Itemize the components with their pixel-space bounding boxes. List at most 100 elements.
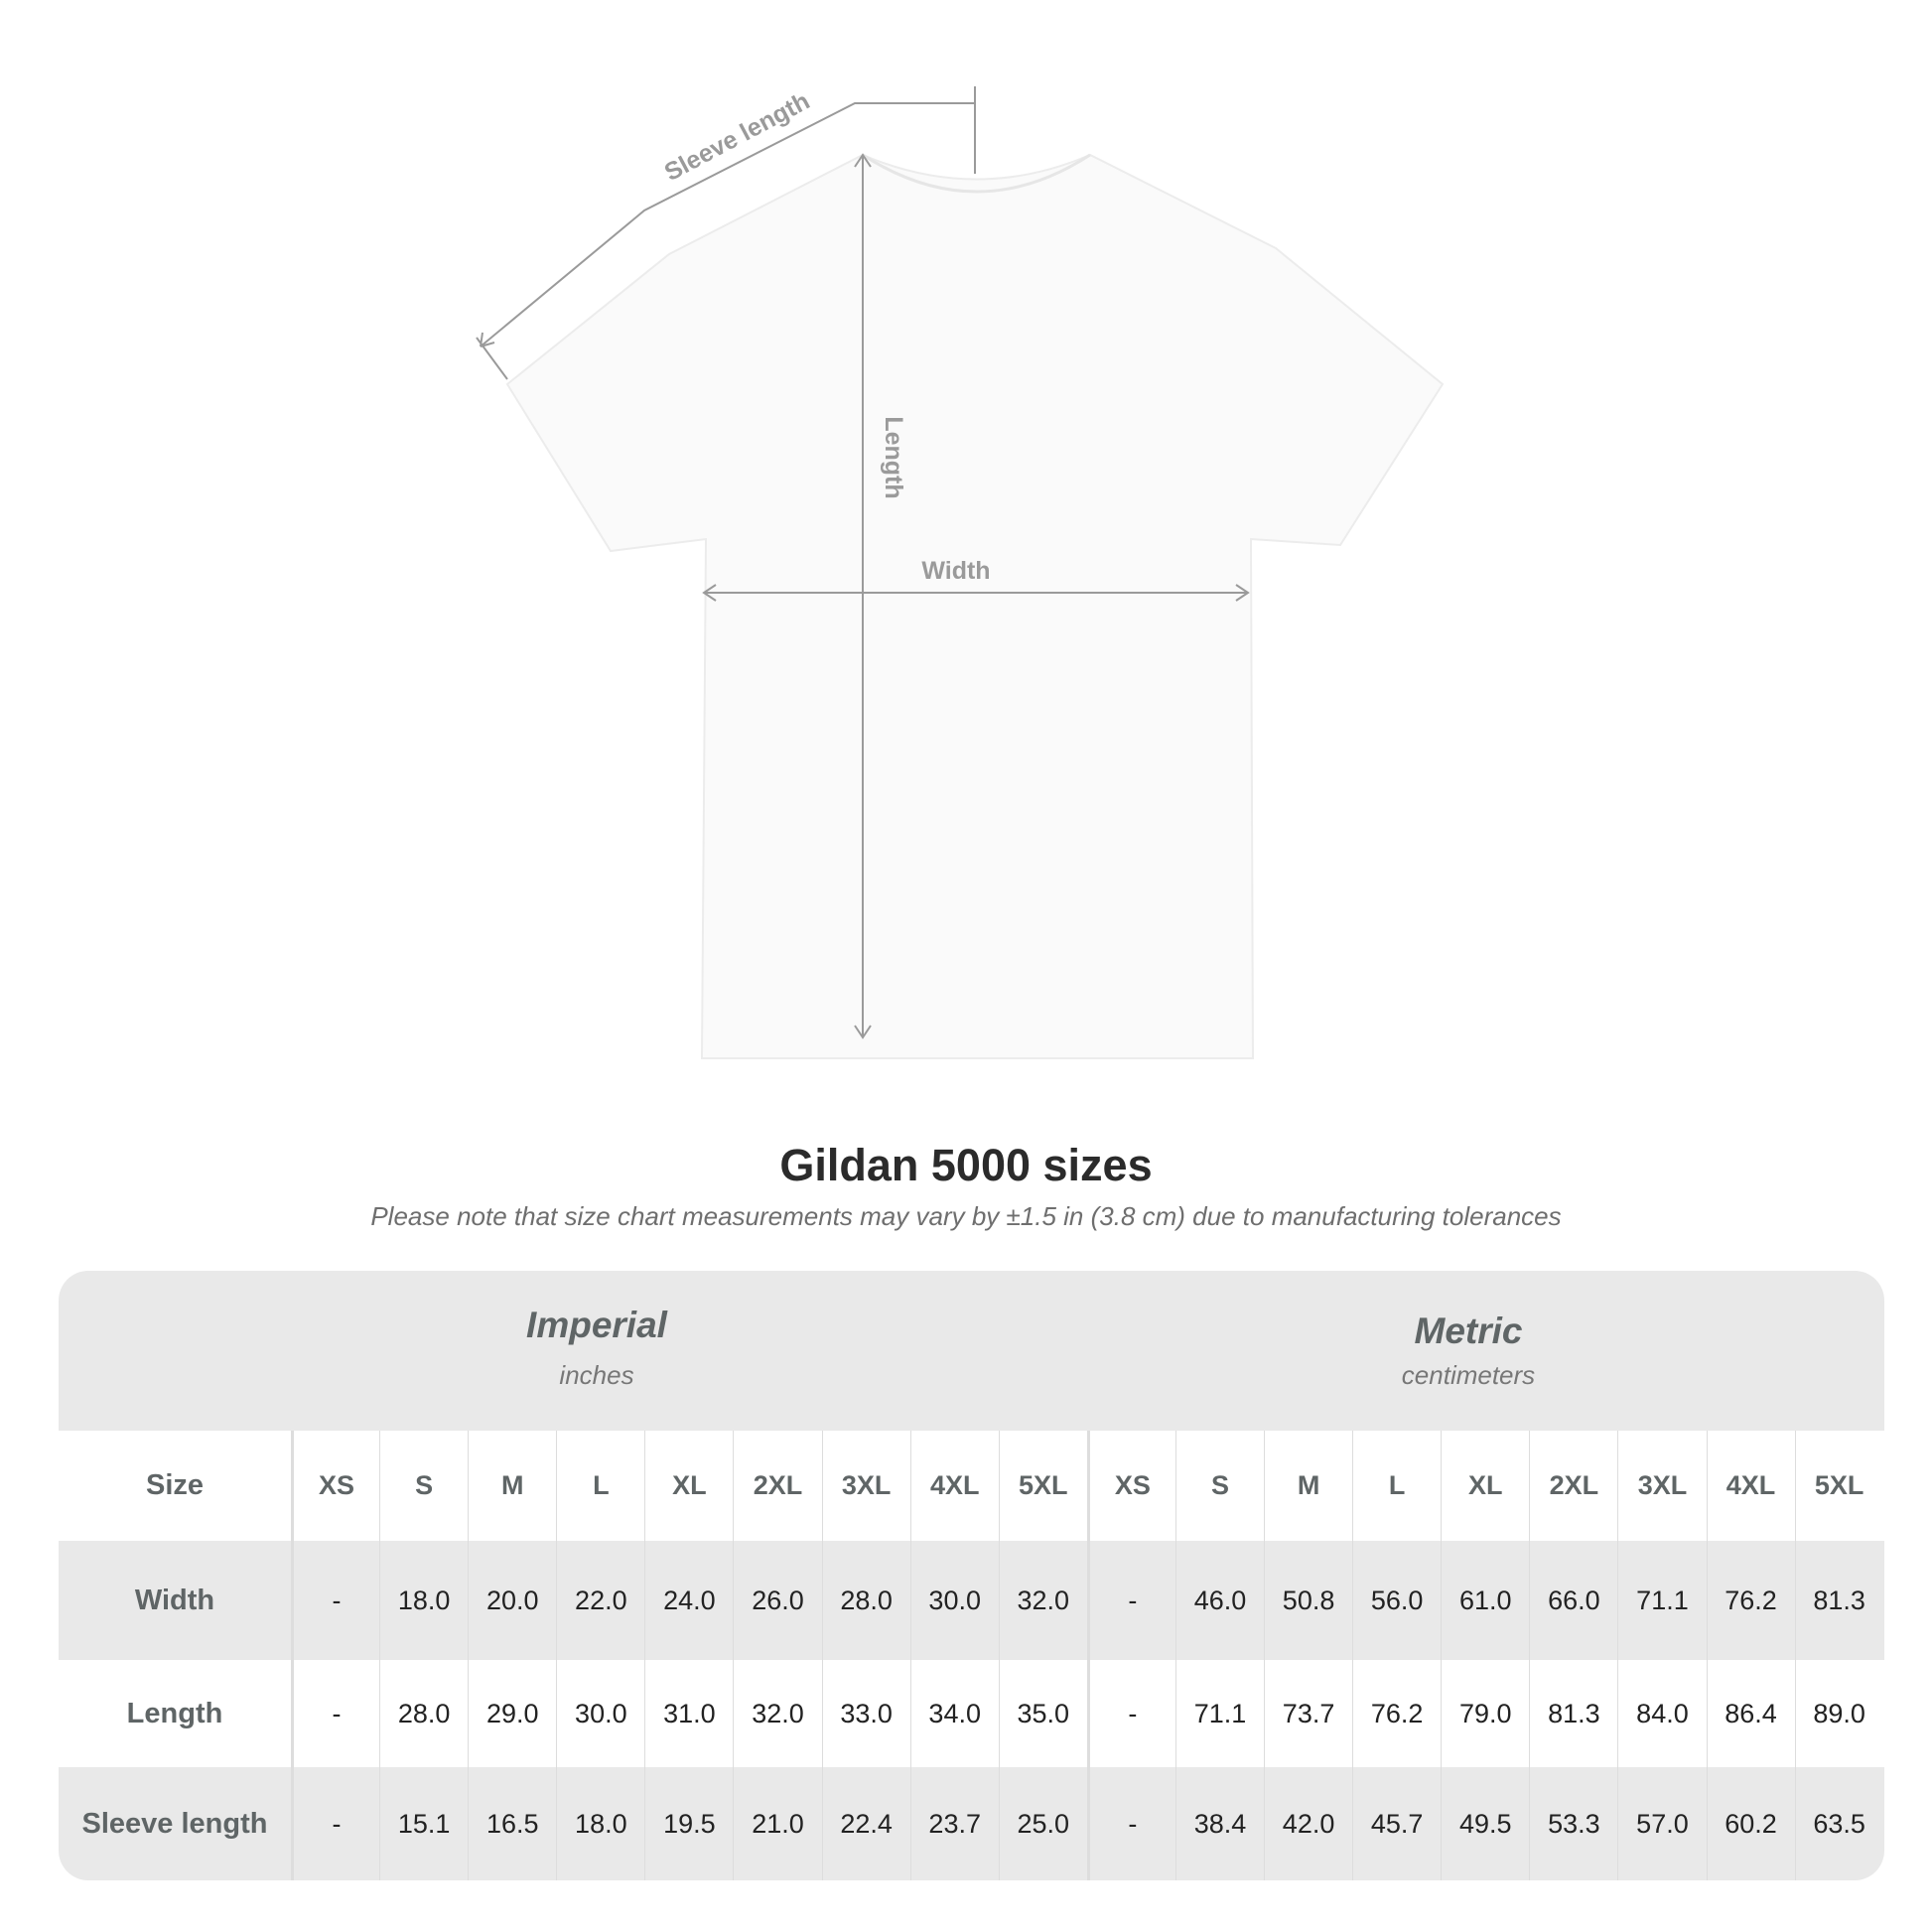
- value-cell: 21.0: [733, 1767, 821, 1880]
- value-cell: 15.1: [379, 1767, 468, 1880]
- table-row-sleeve-length: Sleeve length -15.1 16.5 18.0 19.5 21.0 22.4 23…: [59, 1767, 1884, 1880]
- value-cell: -: [1086, 1660, 1175, 1767]
- value-cell: 18.0: [379, 1541, 468, 1660]
- row-label: Size: [145, 1469, 205, 1501]
- value-cell: 56.0: [1352, 1541, 1441, 1660]
- value-cell: 33.0: [821, 1660, 910, 1767]
- value-cell: 45.7: [1352, 1767, 1441, 1880]
- value-cell: 22.4: [821, 1767, 910, 1880]
- value-cell: 81.3: [1529, 1660, 1617, 1767]
- tshirt-shape: [505, 153, 1445, 1059]
- size-header-row: Size XS S M L XL 2XL 3XL 4XL 5XL XS S M L XL 2XL 3XL 4XL 5…: [59, 1431, 1884, 1541]
- value-cell: 71.1: [1174, 1660, 1264, 1767]
- size-header-cell: 2XL: [1529, 1431, 1617, 1541]
- value-cell: 28.0: [821, 1541, 910, 1660]
- length-label: Length: [880, 416, 907, 498]
- value-cell: 30.0: [556, 1660, 644, 1767]
- row-label: Sleeve length: [81, 1807, 268, 1840]
- value-cell: 53.3: [1529, 1767, 1617, 1880]
- value-cell: 66.0: [1529, 1541, 1617, 1660]
- value-cell: 71.1: [1617, 1541, 1706, 1660]
- value-cell: 79.0: [1441, 1660, 1529, 1767]
- value-cell: 63.5: [1794, 1767, 1883, 1880]
- value-cell: 81.3: [1794, 1541, 1883, 1660]
- value-cell: 30.0: [909, 1541, 999, 1660]
- size-header-cell: S: [1174, 1431, 1264, 1541]
- value-cell: 20.0: [468, 1541, 556, 1660]
- row-label: Width: [134, 1584, 215, 1616]
- size-header-cell: L: [556, 1431, 644, 1541]
- value-cell: 50.8: [1264, 1541, 1352, 1660]
- sleeve-length-label: Sleeve length: [660, 87, 814, 187]
- value-cell: 29.0: [468, 1660, 556, 1767]
- value-cell: 84.0: [1617, 1660, 1706, 1767]
- value-cell: 19.5: [644, 1767, 733, 1880]
- value-cell: 24.0: [644, 1541, 733, 1660]
- width-arrowheads: [702, 584, 1250, 602]
- size-header-cell: M: [468, 1431, 556, 1541]
- size-table: Imperial inches Metric centimeters Size X…: [59, 1271, 1884, 1880]
- value-cell: 89.0: [1794, 1660, 1883, 1767]
- value-cell: 46.0: [1174, 1541, 1264, 1660]
- value-cell: -: [1086, 1767, 1175, 1880]
- size-header-cell: 2XL: [733, 1431, 821, 1541]
- row-label: Length: [126, 1697, 223, 1729]
- size-header-cell: M: [1264, 1431, 1352, 1541]
- value-cell: -: [291, 1767, 379, 1880]
- value-cell: 57.0: [1617, 1767, 1706, 1880]
- value-cell: -: [291, 1541, 379, 1660]
- value-cell: 34.0: [909, 1660, 999, 1767]
- tolerance-note: Please note that size chart measurements…: [370, 1201, 1562, 1231]
- size-header-cell: L: [1352, 1431, 1441, 1541]
- length-arrowheads: [854, 153, 872, 1039]
- metric-unit: centimeters: [1401, 1360, 1536, 1390]
- size-header-cell: 5XL: [998, 1431, 1087, 1541]
- imperial-title: Imperial: [526, 1305, 667, 1345]
- imperial-header: Imperial inches: [398, 1305, 795, 1391]
- size-header-cell: 3XL: [821, 1431, 910, 1541]
- sleeve-line: [480, 102, 975, 347]
- value-cell: 35.0: [998, 1660, 1087, 1767]
- value-cell: 86.4: [1706, 1660, 1795, 1767]
- unit-header: Imperial inches Metric centimeters: [59, 1271, 1884, 1431]
- value-cell: 26.0: [733, 1541, 821, 1660]
- size-header-cell: XS: [1086, 1431, 1175, 1541]
- value-cell: 32.0: [998, 1541, 1087, 1660]
- metric-title: Metric: [1414, 1311, 1523, 1351]
- size-header-cell: S: [379, 1431, 468, 1541]
- value-cell: 23.7: [909, 1767, 999, 1880]
- value-cell: 76.2: [1352, 1660, 1441, 1767]
- width-label: Width: [921, 557, 990, 585]
- page-title: Gildan 5000 sizes: [779, 1140, 1153, 1190]
- value-cell: 73.7: [1264, 1660, 1352, 1767]
- value-cell: 76.2: [1706, 1541, 1795, 1660]
- tshirt-diagram: Sleeve length Length Width: [476, 86, 1445, 1059]
- sleeve-ticks: [476, 86, 976, 380]
- value-cell: 18.0: [556, 1767, 644, 1880]
- imperial-unit: inches: [559, 1360, 634, 1390]
- table-row-width: Width -18.0 20.0 22.0 24.0 26.0 28.0 30.0 32.0-4…: [59, 1541, 1884, 1660]
- value-cell: 61.0: [1441, 1541, 1529, 1660]
- value-cell: 25.0: [998, 1767, 1087, 1880]
- table-row-length: Length -28.0 29.0 30.0 31.0 32.0 33.0 34.0 35.0-…: [59, 1660, 1884, 1767]
- size-header-cell: 4XL: [1706, 1431, 1795, 1541]
- collar: [862, 153, 1091, 194]
- value-cell: 38.4: [1174, 1767, 1264, 1880]
- value-cell: 31.0: [644, 1660, 733, 1767]
- size-header-cell: XS: [291, 1431, 379, 1541]
- size-header-cell: 5XL: [1794, 1431, 1883, 1541]
- value-cell: 32.0: [733, 1660, 821, 1767]
- value-cell: -: [291, 1660, 379, 1767]
- value-cell: 42.0: [1264, 1767, 1352, 1880]
- size-header-cell: 4XL: [909, 1431, 999, 1541]
- value-cell: 28.0: [379, 1660, 468, 1767]
- value-cell: 22.0: [556, 1541, 644, 1660]
- size-header-cell: XL: [644, 1431, 733, 1541]
- value-cell: -: [1086, 1541, 1175, 1660]
- value-cell: 60.2: [1706, 1767, 1795, 1880]
- value-cell: 49.5: [1441, 1767, 1529, 1880]
- size-header-cell: XL: [1441, 1431, 1529, 1541]
- size-header-cell: 3XL: [1617, 1431, 1706, 1541]
- metric-header: Metric centimeters: [1270, 1311, 1667, 1391]
- value-cell: 16.5: [468, 1767, 556, 1880]
